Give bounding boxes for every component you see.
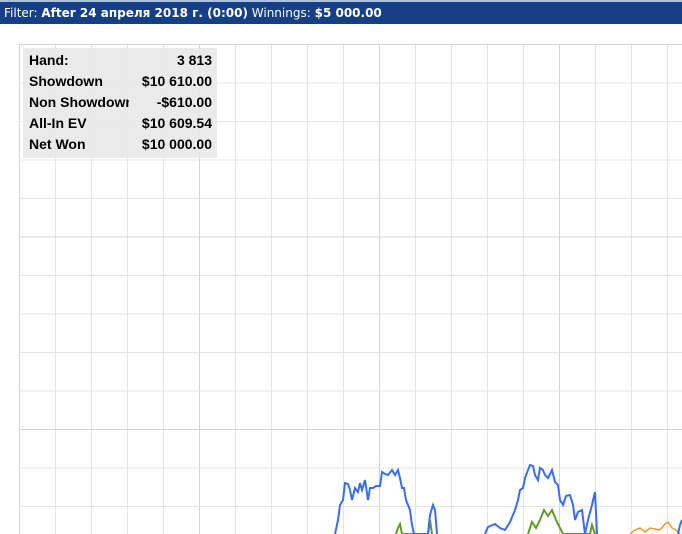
filter-label: Filter: (4, 6, 38, 20)
series-line-blue (484, 463, 598, 534)
series-line-green (527, 507, 596, 534)
stat-value: $10 000.00 (141, 136, 212, 152)
stat-row-hand: Hand: 3 813 (29, 52, 212, 73)
stat-value: 3 813 (176, 52, 212, 68)
series-line-orange (629, 520, 681, 534)
stat-label: Net Won (29, 136, 86, 152)
stat-row-non-showdown: Non Showdown -$610.00 (29, 94, 212, 115)
series-line-blue (334, 467, 438, 534)
stat-label: All-In EV (29, 115, 87, 131)
stat-label: Hand: (29, 52, 69, 68)
stat-label: Showdown (29, 73, 103, 89)
stat-row-allin-ev: All-In EV $10 609.54 (29, 115, 212, 136)
stat-value: -$610.00 (156, 94, 212, 110)
stat-value: $10 609.54 (141, 115, 212, 131)
winnings-value: $5 000.00 (314, 6, 382, 20)
stat-label: Non Showdown (29, 94, 129, 110)
filter-bar: Filter: After 24 апреля 2018 г. (0:00) W… (0, 0, 682, 24)
stat-row-showdown: Showdown $10 610.00 (29, 73, 212, 94)
stats-panel: Hand: 3 813 Showdown $10 610.00 Non Showdo… (23, 48, 217, 158)
stat-row-net-won: Net Won $10 000.00 (29, 136, 212, 157)
winnings-label: Winnings: (251, 6, 311, 20)
filter-value[interactable]: After 24 апреля 2018 г. (0:00) (41, 6, 248, 20)
series-line-blue (677, 519, 682, 534)
stat-value: $10 610.00 (141, 73, 212, 89)
